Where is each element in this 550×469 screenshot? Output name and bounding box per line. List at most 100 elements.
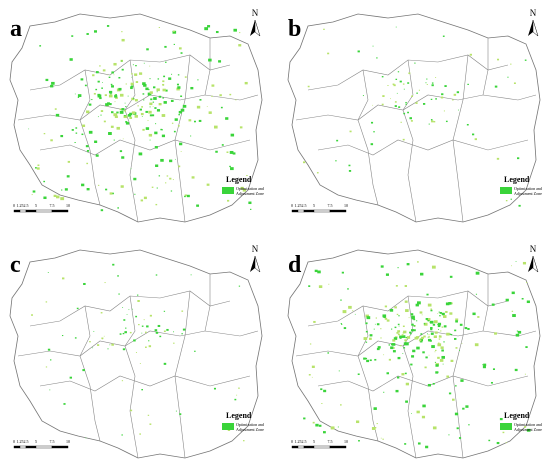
zone-patch (430, 309, 433, 312)
zone-patch (427, 338, 432, 342)
zone-patch (220, 106, 223, 109)
zone-patch (416, 346, 420, 350)
zone-patch (155, 123, 157, 125)
zone-patch (455, 318, 459, 321)
zone-patch (164, 45, 167, 48)
zone-patch (131, 73, 133, 75)
zone-patch (50, 139, 53, 142)
zone-patch (439, 315, 441, 317)
zone-patch (100, 114, 102, 116)
zone-patch (148, 345, 152, 348)
zone-patch (163, 362, 167, 365)
zone-patch (116, 111, 119, 114)
zone-patch (43, 180, 46, 183)
zone-patch (182, 328, 186, 331)
zone-patch (511, 310, 514, 312)
zone-patch (208, 58, 212, 62)
scale-segment (25, 445, 37, 449)
zone-patch (454, 329, 457, 332)
zone-patch (111, 192, 114, 195)
zone-patch (459, 323, 463, 326)
zone-patch (408, 317, 410, 319)
zone-patch (235, 99, 237, 101)
zone-patch (413, 318, 416, 321)
zone-patch (397, 267, 399, 269)
zone-patch (427, 319, 430, 322)
zone-patch (376, 57, 378, 59)
zone-patch (382, 314, 387, 318)
zone-patch (472, 133, 475, 136)
scale-segment (25, 209, 37, 213)
zone-patch (409, 117, 412, 120)
zone-patch (437, 324, 439, 325)
zone-patch (372, 45, 374, 47)
zone-patch (143, 196, 147, 200)
zone-patch (455, 347, 458, 349)
zone-patch (122, 138, 124, 140)
zone-patch (437, 313, 439, 315)
zone-patch (148, 340, 150, 342)
zone-patch (397, 333, 400, 336)
scale-label: 0 (291, 439, 293, 444)
zone-patch (404, 443, 407, 445)
zone-patch (125, 121, 128, 123)
zone-patch (161, 114, 166, 117)
zone-patch (102, 82, 103, 83)
zone-patch (517, 330, 522, 334)
zone-patch (141, 116, 143, 117)
zone-patch (162, 88, 166, 92)
zone-patch (71, 35, 74, 37)
zone-patch (417, 442, 421, 445)
zone-patch (169, 159, 173, 163)
zone-patch (134, 193, 136, 195)
zone-patch (213, 125, 218, 129)
zone-patch (86, 110, 90, 114)
zone-patch (322, 431, 326, 434)
zone-patch (94, 140, 98, 143)
legend-text: Optimization and (236, 422, 264, 427)
zone-patch (149, 423, 152, 425)
zone-patch (153, 86, 156, 89)
zone-patch (357, 373, 360, 376)
scale-label: 10 (66, 203, 70, 208)
zone-patch (475, 271, 480, 275)
legend-title: Legend (226, 411, 252, 420)
zone-patch (244, 81, 248, 85)
zone-patch (402, 353, 404, 354)
zone-patch (194, 350, 196, 352)
zone-patch (246, 174, 248, 177)
zone-patch (526, 300, 530, 304)
zone-patch (143, 99, 145, 101)
zone-patch (440, 346, 444, 349)
zone-patch (75, 127, 78, 129)
zone-patch (242, 188, 247, 192)
zone-patch (438, 342, 440, 344)
zone-patch (100, 312, 103, 314)
zone-patch (462, 407, 465, 410)
north-arrow (528, 20, 533, 36)
zone-patch (163, 330, 166, 333)
scale-label: 7.5 (328, 439, 333, 444)
zone-patch (95, 88, 98, 91)
zone-patch (122, 307, 124, 308)
zone-patch (198, 119, 202, 122)
zone-patch (178, 114, 180, 116)
zone-patch (239, 32, 241, 34)
zone-patch (100, 110, 104, 112)
zone-patch (465, 405, 469, 408)
zone-patch (430, 326, 433, 330)
scale-segment (13, 445, 21, 449)
zone-patch (149, 91, 153, 94)
zone-patch (51, 81, 55, 85)
zone-patch (442, 35, 445, 37)
zone-patch (445, 120, 448, 123)
zone-patch (441, 326, 444, 328)
zone-patch (511, 291, 515, 295)
zone-patch (150, 98, 153, 101)
zone-patch (370, 121, 374, 124)
zone-patch (84, 84, 87, 87)
zone-patch (225, 117, 229, 120)
zone-patch (391, 328, 393, 330)
zone-patch (76, 307, 79, 310)
